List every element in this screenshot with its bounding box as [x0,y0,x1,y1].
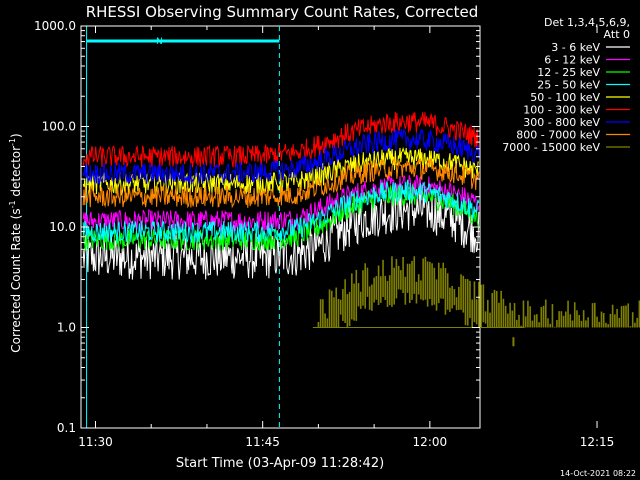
y-tick-label-3: 100.0 [42,120,76,134]
legend-label-7: 800 - 7000 keV [516,129,600,142]
legend-label-1: 6 - 12 keV [544,54,600,67]
legend-header-line-2: Att 0 [604,28,630,41]
y-axis-ticks: 0.1 1.0 10.0 100.0 1000.0 [34,19,480,435]
y-axis-label-mid: detector [9,146,23,201]
y-tick-label-4: 1000.0 [34,19,76,33]
y-tick-label-0: 0.1 [57,421,76,435]
y-tick-label-1: 1.0 [57,321,76,335]
y-tick-label-2: 10.0 [49,220,76,234]
chart-title: RHESSI Observing Summary Count Rates, Co… [86,3,479,21]
x-tick-label-1: 11:45 [245,435,280,449]
legend-label-5: 100 - 300 keV [523,104,600,117]
series-4-line [82,146,479,197]
x-tick-label-2: 12:00 [413,435,448,449]
y-axis-label-main: Corrected Count Rate (s [9,208,23,352]
x-tick-label-3: 12:15 [580,435,615,449]
series-5 [82,111,480,168]
series-4 [82,146,479,197]
y-axis-label-sup1: -1 [8,200,17,208]
series-3 [82,179,480,244]
legend-header-line-1: Det 1,3,4,5,6,9, [544,16,630,29]
legend-label-6: 300 - 800 keV [523,116,600,129]
y-axis-label-end: ) [9,133,23,138]
x-axis-label: Start Time (03-Apr-09 11:28:42) [176,456,384,471]
legend-label-8: 7000 - 15000 keV [502,141,600,154]
y-axis-label: Corrected Count Rate (s-1 detector-1) [8,133,23,352]
legend-label-2: 12 - 25 keV [537,66,600,79]
series-5-line [82,111,480,168]
series-6 [82,128,480,186]
series-lines [82,111,640,347]
y-axis-label-sup2: -1 [8,138,17,146]
attenuator-marker: N [156,37,163,47]
series-3-line [82,179,480,244]
legend-label-4: 50 - 100 keV [530,91,600,104]
x-tick-label-0: 11:30 [78,435,113,449]
legend-label-0: 3 - 6 keV [551,41,600,54]
series-7 [82,156,480,209]
legend-label-3: 25 - 50 keV [537,79,600,92]
footer-date: 14-Oct-2021 08:22 [560,469,636,478]
series-6-line [82,128,480,186]
series-7-line [82,156,480,209]
series-8 [312,256,640,347]
